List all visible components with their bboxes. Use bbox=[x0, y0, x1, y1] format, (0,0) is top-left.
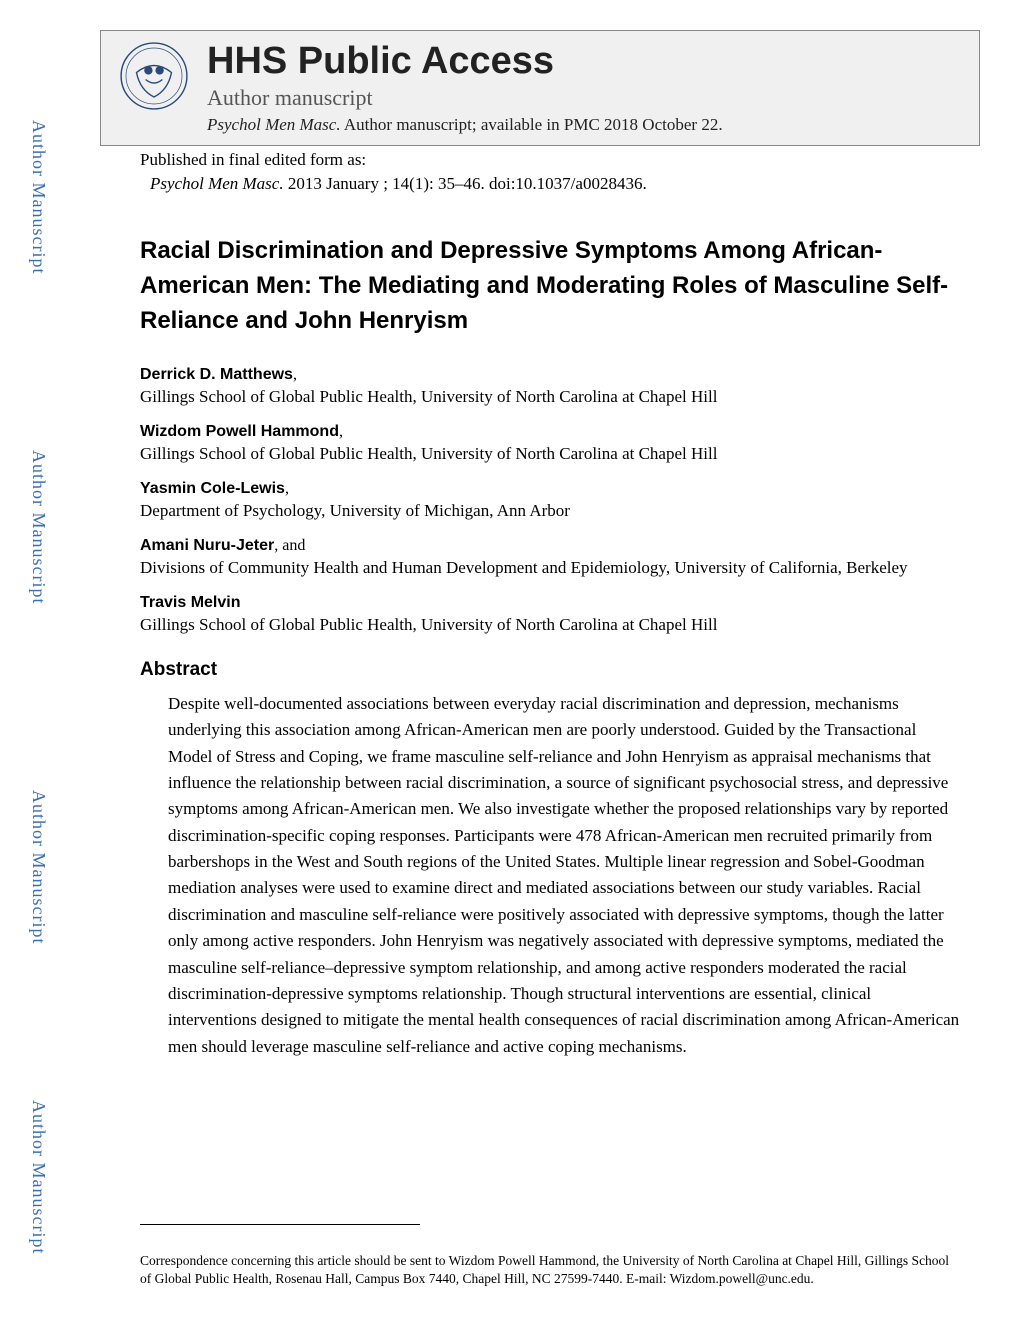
author-name: Amani Nuru-Jeter bbox=[140, 537, 274, 554]
sidebar-author-manuscript-3: Author Manuscript bbox=[28, 790, 49, 944]
author-name: Wizdom Powell Hammond bbox=[140, 423, 339, 440]
author-suffix: , bbox=[285, 480, 289, 497]
author-entry: Derrick D. Matthews, Gillings School of … bbox=[140, 366, 960, 409]
citation-journal-italic: Psychol Men Masc. bbox=[150, 174, 284, 193]
citation-line: Psychol Men Masc. 2013 January ; 14(1): … bbox=[150, 174, 960, 194]
journal-availability-text: Author manuscript; available in PMC 2018… bbox=[341, 115, 723, 134]
author-name: Travis Melvin bbox=[140, 594, 241, 611]
correspondence-note: Correspondence concerning this article s… bbox=[140, 1252, 960, 1288]
author-entry: Yasmin Cole-Lewis, Department of Psychol… bbox=[140, 480, 960, 523]
abstract-heading: Abstract bbox=[140, 659, 960, 681]
author-entry: Amani Nuru-Jeter, and Divisions of Commu… bbox=[140, 537, 960, 580]
author-affiliation: Gillings School of Global Public Health,… bbox=[140, 614, 960, 637]
author-name: Derrick D. Matthews bbox=[140, 366, 293, 383]
sidebar-author-manuscript-4: Author Manuscript bbox=[28, 1100, 49, 1254]
header-text-block: HHS Public Access Author manuscript Psyc… bbox=[207, 41, 961, 135]
author-affiliation: Divisions of Community Health and Human … bbox=[140, 557, 960, 580]
author-affiliation: Gillings School of Global Public Health,… bbox=[140, 443, 960, 466]
author-affiliation: Gillings School of Global Public Health,… bbox=[140, 386, 960, 409]
author-entry: Wizdom Powell Hammond, Gillings School o… bbox=[140, 423, 960, 466]
article-title: Racial Discrimination and Depressive Sym… bbox=[140, 234, 960, 338]
footer-divider bbox=[140, 1224, 420, 1225]
author-suffix: , bbox=[339, 423, 343, 440]
authors-block: Derrick D. Matthews, Gillings School of … bbox=[140, 366, 960, 637]
author-suffix: , and bbox=[274, 537, 305, 554]
abstract-body: Despite well-documented associations bet… bbox=[168, 691, 960, 1060]
sidebar-author-manuscript-1: Author Manuscript bbox=[28, 120, 49, 274]
sidebar-author-manuscript-2: Author Manuscript bbox=[28, 450, 49, 604]
author-suffix: , bbox=[293, 366, 297, 383]
main-content: Published in final edited form as: Psych… bbox=[140, 150, 960, 1060]
hhs-public-access-title: HHS Public Access bbox=[207, 41, 961, 83]
published-label: Published in final edited form as: bbox=[140, 150, 960, 170]
journal-name-italic: Psychol Men Masc. bbox=[207, 115, 341, 134]
author-entry: Travis Melvin Gillings School of Global … bbox=[140, 594, 960, 637]
hhs-logo-icon bbox=[119, 41, 189, 111]
author-affiliation: Department of Psychology, University of … bbox=[140, 500, 960, 523]
citation-details: 2013 January ; 14(1): 35–46. doi:10.1037… bbox=[284, 174, 647, 193]
hhs-header-box: HHS Public Access Author manuscript Psyc… bbox=[100, 30, 980, 146]
author-name: Yasmin Cole-Lewis bbox=[140, 480, 285, 497]
author-manuscript-subtitle: Author manuscript bbox=[207, 85, 961, 111]
journal-availability-line: Psychol Men Masc. Author manuscript; ava… bbox=[207, 115, 961, 135]
